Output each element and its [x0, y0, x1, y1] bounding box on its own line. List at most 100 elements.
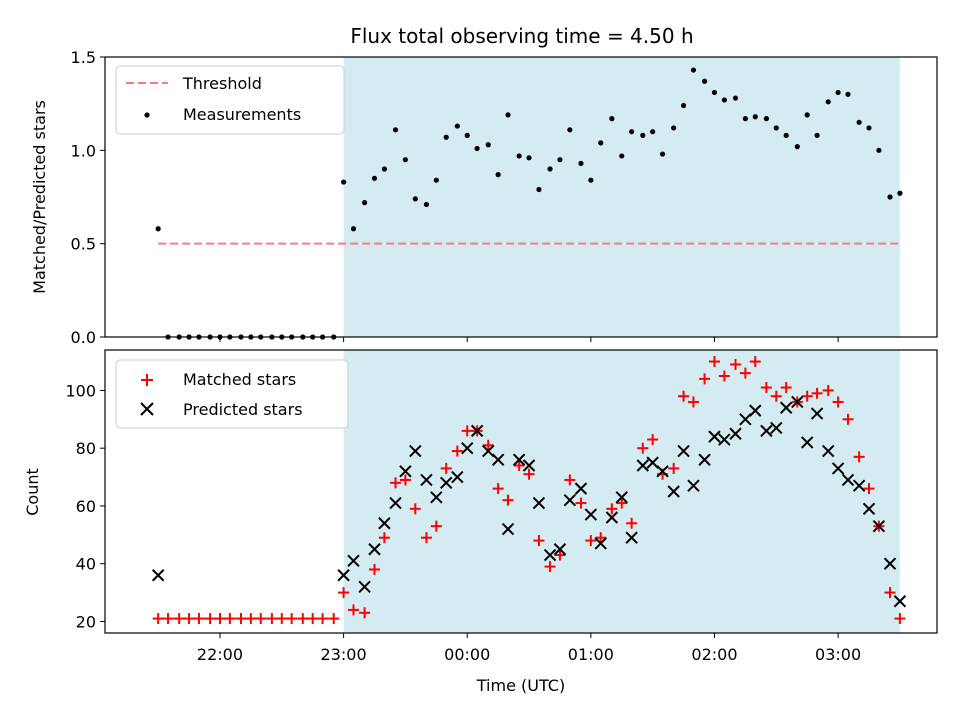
predicted-star-point [646, 456, 659, 469]
predicted-star-point [656, 465, 669, 478]
measurement-point [464, 132, 470, 138]
measurement-point [732, 95, 739, 101]
measurement-point [866, 125, 872, 131]
predicted-star-point [615, 491, 628, 504]
count-plot-frame [104, 349, 938, 634]
predicted-star-point [151, 569, 165, 582]
matched-star-point [359, 607, 371, 619]
predicted-star-point [677, 444, 690, 458]
matched-star-point [729, 358, 741, 370]
count-x-tick-label: 02:00 [691, 645, 737, 664]
matched-star-point [699, 373, 711, 385]
predicted-star-point [563, 493, 577, 507]
legend-threshold-label: Threshold [182, 74, 262, 93]
predicted-star-point [378, 517, 391, 530]
count-x-tick-label: 01:00 [568, 645, 614, 664]
predicted-star-point [770, 421, 783, 435]
matched-star-point [399, 474, 411, 486]
measurement-point [825, 99, 831, 105]
measurement-point [443, 134, 449, 140]
measurement-point [536, 186, 542, 193]
count-y-tick-label: 60 [76, 497, 96, 516]
matched-star-point [409, 503, 421, 515]
predicted-star-point [687, 479, 700, 492]
matched-star-point [523, 468, 535, 480]
predicted-star-point [708, 430, 721, 443]
count-x-tick-label: 00:00 [444, 645, 490, 664]
measurement-point [701, 78, 708, 84]
ratio-panel: 0.0 0.5 1.0 1.5 Matched/Predicted stars Thr… [30, 48, 938, 347]
count-y-axis-label: Count [23, 468, 42, 516]
count-x-tick-label: 03:00 [815, 645, 861, 664]
count-y-tick-label: 20 [76, 612, 96, 631]
matched-star-point [224, 613, 236, 625]
matched-star-point [647, 434, 659, 446]
measurement-point [578, 160, 584, 166]
predicted-star-point [831, 462, 845, 475]
ratio-y-axis-label: Matched/Predicted stars [30, 100, 49, 294]
matched-star-point [842, 413, 854, 425]
predicted-star-point [470, 424, 484, 438]
matched-star-point [575, 497, 587, 509]
matched-star-point [894, 613, 906, 625]
predicted-star-point [605, 511, 619, 524]
predicted-star-point [883, 557, 897, 570]
count-y-tick-label: 100 [65, 381, 96, 400]
measurement-point [402, 157, 409, 163]
predicted-star-point [337, 569, 350, 582]
matched-star-point [492, 483, 504, 495]
predicted-star-point [501, 522, 515, 536]
measurement-point [640, 132, 646, 138]
measurement-point [650, 129, 656, 135]
count-x-tick-label: 23:00 [321, 645, 367, 664]
chart-title: Flux total observing time = 4.50 h [350, 24, 693, 48]
matched-star-point [585, 535, 597, 547]
matched-star-point [451, 445, 463, 457]
matched-star-point [606, 503, 618, 515]
matched-star-point [152, 613, 164, 625]
matched-star-point [317, 613, 329, 625]
matched-star-point [884, 587, 896, 599]
predicted-star-point [430, 491, 443, 504]
measurement-point [598, 140, 604, 146]
matched-star-point [162, 613, 174, 625]
measurement-point [680, 102, 687, 109]
measurement-point [155, 226, 161, 232]
matched-star-point [378, 532, 390, 544]
predicted-star-point [893, 595, 907, 608]
measurement-point [412, 196, 418, 202]
predicted-star-point [347, 554, 360, 568]
matched-star-point [678, 390, 690, 402]
matched-star-point [390, 477, 402, 489]
count-y-tick-label: 40 [76, 555, 96, 574]
matched-star-point [255, 613, 267, 625]
measurement-point [659, 151, 666, 157]
matched-star-point [461, 425, 473, 437]
measurement-point [619, 153, 625, 159]
ratio-highlight-span [343, 57, 900, 337]
predicted-star-point [800, 436, 814, 449]
matched-star-point [193, 613, 205, 625]
matched-star-point [801, 390, 813, 402]
matched-star-point [307, 613, 319, 625]
matched-star-point [420, 532, 432, 544]
legend-predicted-label: Predicted stars [183, 400, 303, 419]
matched-star-point [770, 390, 782, 402]
measurement-point [671, 125, 677, 131]
matched-star-point [502, 494, 514, 506]
ratio-legend-box [115, 65, 345, 135]
predicted-star-point [522, 459, 536, 472]
predicted-star-point [451, 470, 464, 484]
matched-star-point [668, 462, 680, 474]
matched-star-point [749, 356, 761, 368]
measurement-point [516, 153, 522, 159]
predicted-star-point [779, 401, 793, 414]
matched-star-point [853, 451, 865, 463]
matched-star-point [173, 613, 185, 625]
count-y-tick-label: 80 [76, 439, 96, 458]
legend-measurements-label: Measurements [183, 105, 301, 124]
measurement-point [856, 119, 862, 125]
measurement-point [876, 147, 882, 153]
predicted-star-point [852, 479, 866, 492]
